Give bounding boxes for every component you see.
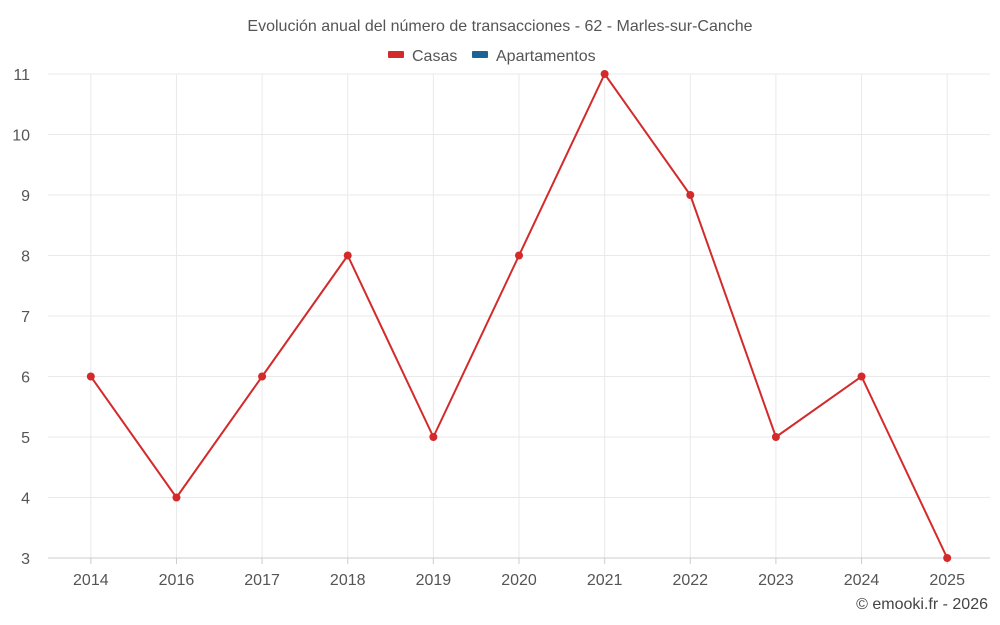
data-point[interactable]: [857, 372, 866, 381]
x-tick-label: 2017: [244, 572, 280, 589]
axes: 3 4 5 6 7 8 9 10 11 2014 2016 2017 2018 2019 2020 2021 2…: [12, 67, 990, 589]
data-point[interactable]: [86, 372, 95, 381]
y-tick-label: 8: [21, 249, 30, 266]
data-point[interactable]: [686, 191, 695, 199]
x-tick-label: 2025: [929, 572, 965, 589]
data-point[interactable]: [771, 433, 780, 441]
x-tick-label: 2023: [758, 572, 794, 589]
legend-label-apartamentos: Apartamentos: [496, 48, 596, 65]
data-point[interactable]: [515, 251, 523, 260]
y-tick-label: 7: [21, 309, 30, 326]
x-tick-label: 2024: [844, 572, 880, 589]
chart-legend: Casas Apartamentos: [388, 48, 596, 65]
legend-item-apartamentos[interactable]: Apartamentos: [472, 48, 596, 65]
data-point[interactable]: [258, 372, 267, 381]
y-tick-label: 11: [13, 67, 30, 84]
legend-label-casas: Casas: [412, 48, 457, 65]
x-tick-label: 2021: [587, 572, 623, 589]
x-tick-label: 2019: [416, 572, 452, 589]
grid: [48, 73, 990, 559]
y-tick-label: 9: [21, 188, 30, 205]
x-tick-label: 2014: [73, 572, 109, 589]
data-point[interactable]: [343, 251, 352, 260]
data-point[interactable]: [172, 493, 181, 502]
x-tick-label: 2018: [330, 572, 366, 589]
chart-title: Evolución anual del número de transaccio…: [247, 18, 752, 35]
y-tick-label: 6: [21, 370, 30, 387]
data-point[interactable]: [943, 554, 952, 562]
legend-swatch-apartamentos: [472, 51, 488, 58]
credit-text: © emooki.fr - 2026: [856, 596, 988, 613]
y-tick-label: 3: [21, 551, 30, 568]
y-tick-label: 5: [21, 430, 30, 447]
x-tick-label: 2020: [501, 572, 537, 589]
y-tick-label: 10: [12, 128, 30, 145]
data-point[interactable]: [600, 70, 609, 78]
legend-swatch-casas: [388, 51, 404, 58]
x-tick-label: 2016: [159, 572, 195, 589]
legend-item-casas[interactable]: Casas: [388, 48, 457, 65]
series-casas: [86, 70, 952, 562]
x-tick-label: 2022: [672, 572, 708, 589]
y-tick-label: 4: [21, 491, 30, 508]
data-point[interactable]: [429, 433, 438, 441]
